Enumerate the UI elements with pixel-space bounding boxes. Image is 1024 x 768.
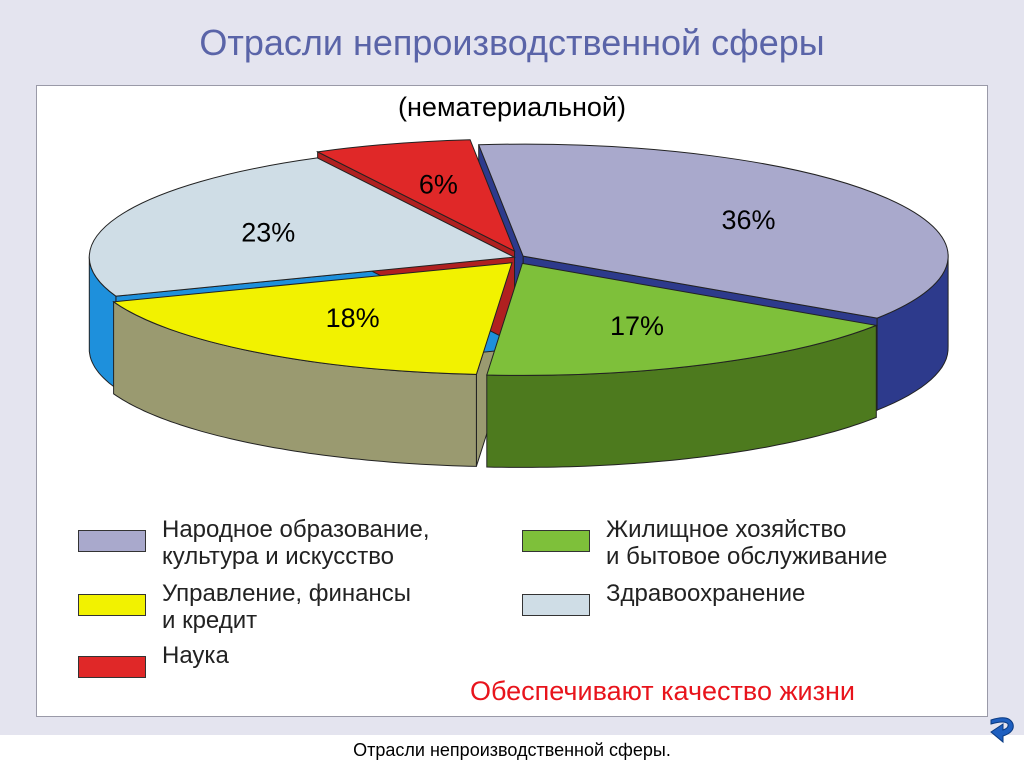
pie-slices: [88, 139, 949, 376]
pie-slice-health: [88, 157, 517, 297]
pie-label-education: 36%: [721, 205, 775, 235]
legend-item-housing: Жилищное хозяйство и бытовое обслуживани…: [522, 516, 887, 570]
legend-swatch-housing: [522, 530, 590, 552]
legend-item-health: Здравоохранение: [522, 580, 805, 616]
legend-swatch-science: [78, 656, 146, 678]
pie-labels: 36% 17% 18% 23% 6%: [241, 170, 775, 341]
pie-slice-science: [315, 139, 516, 253]
pie-slice-education: [477, 143, 949, 319]
pie-label-science: 6%: [419, 170, 458, 200]
footer-caption: Отрасли непроизводственной сферы.: [353, 740, 671, 760]
legend-item-finance: Управление, финансы и кредит: [78, 580, 411, 634]
pie-chart: 36% 17% 18% 23% 6%: [88, 139, 949, 468]
pie-slice-housing: [486, 262, 879, 376]
legend-item-education: Народное образование, культура и искусст…: [78, 516, 430, 570]
legend-swatch-health: [522, 594, 590, 616]
legend-swatch-education: [78, 530, 146, 552]
pie-slice-finance: [112, 262, 513, 375]
quality-of-life-note: Обеспечивают качество жизни: [470, 676, 856, 706]
legend-label-finance: Управление, финансы и кредит: [162, 580, 412, 634]
pie-label-health: 23%: [241, 217, 295, 247]
legend-label-housing: Жилищное хозяйство и бытовое обслуживани…: [606, 516, 888, 570]
slide-title: Отрасли непроизводственной сферы: [199, 22, 825, 63]
legend-label-education: Народное образование, культура и искусст…: [162, 516, 430, 570]
legend-swatch-finance: [78, 594, 146, 616]
curved-arrow-icon[interactable]: [985, 712, 1021, 746]
pie-label-housing: 17%: [610, 311, 664, 341]
legend-item-science: Наука: [78, 642, 229, 678]
chart-subtitle: (нематериальной): [398, 92, 626, 122]
legend-label-health: Здравоохранение: [606, 580, 806, 607]
pie-label-finance: 18%: [326, 303, 380, 333]
legend-label-science: Наука: [162, 642, 229, 669]
